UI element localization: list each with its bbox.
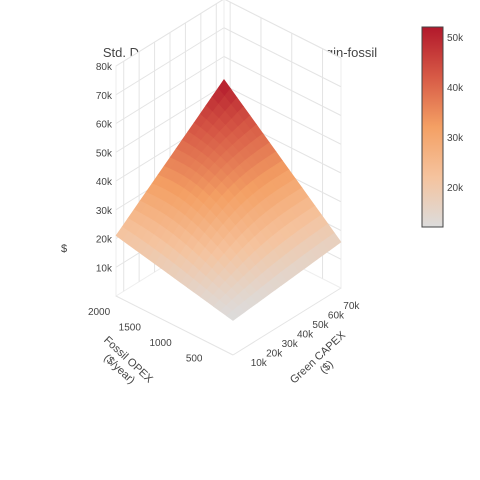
x-tick-label: 30k [282,339,299,350]
x-tick-label: 70k [343,301,360,312]
floor-edge [232,287,342,356]
colorbar-bar [421,26,444,228]
colorbar: 20k 30k 40k 50k [421,26,464,228]
colorbar-tick-label: 40k [447,83,464,94]
y-tick-label: 2000 [88,307,111,318]
y-tick-label: 500 [186,354,203,365]
x-tick-label: 10k [251,358,268,369]
axis-ticks: 10k20k30k40k50k60k70k80k5001000150020001… [88,62,360,369]
z-gridline [223,84,342,145]
z-tick-label: 50k [96,148,113,159]
z-tick-label: 30k [96,206,113,217]
x-tick-label: 50k [312,320,329,331]
z-axis-title: $ [61,243,67,255]
z-gridline [223,27,342,88]
colorbar-tick-label: 20k [447,183,464,194]
z-tick-label: 80k [96,62,113,73]
y-axis-title: Fossil OPEX ($/year) [101,334,155,386]
z-tick-label: 40k [96,177,113,188]
z-tick-label: 20k [96,235,113,246]
surface-mesh [115,78,342,321]
y-tick-label: 1500 [119,323,142,334]
z-tick-label: 70k [96,91,113,102]
y-tick-label: 1000 [149,338,172,349]
z-tick-label: 60k [96,120,113,131]
x-tick-label: 60k [328,310,345,321]
x-tick-label: 20k [266,349,283,360]
z-gridline [223,56,342,116]
z-gridline [224,0,342,59]
colorbar-tick-label: 50k [447,33,464,44]
z-tick-label: 10k [96,263,113,274]
floor-edge [115,295,234,356]
surface-cell [226,310,240,321]
colorbar-tick-label: 30k [447,133,464,144]
colorbar-ticks: 20k 30k 40k 50k [447,33,464,194]
x-tick-label: 40k [297,330,314,341]
scene-3d: 10k20k30k40k50k60k70k80k5001000150020001… [88,0,360,369]
